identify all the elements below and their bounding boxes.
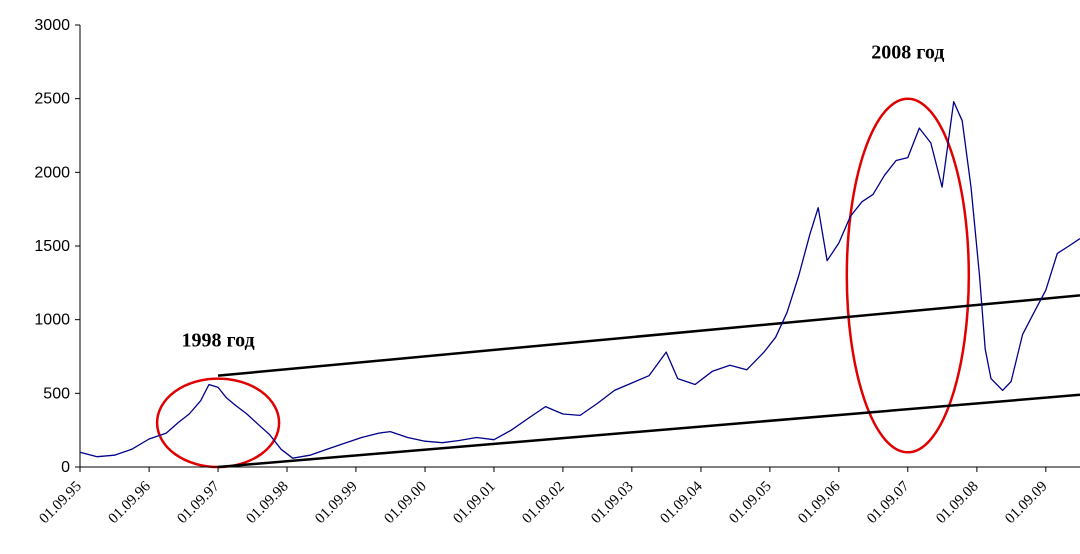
x-tick-label: 01.09.00 bbox=[381, 479, 429, 527]
x-tick-label: 01.09.09 bbox=[1002, 479, 1050, 527]
series-line bbox=[79, 100, 1080, 459]
y-tick-label: 1000 bbox=[34, 312, 70, 329]
x-tick-label: 01.09.04 bbox=[657, 478, 706, 527]
x-tick-label: 01.09.96 bbox=[106, 478, 155, 527]
y-tick-label: 1500 bbox=[34, 238, 70, 255]
trend-lines bbox=[217, 294, 1080, 469]
period-annotation: 1998 год bbox=[182, 330, 255, 352]
highlight-ellipse bbox=[845, 97, 971, 454]
x-tick-label: 01.09.08 bbox=[933, 479, 981, 527]
y-tick-label: 3000 bbox=[34, 17, 70, 34]
highlight-ellipse bbox=[155, 377, 281, 469]
x-tick-label: 01.09.99 bbox=[312, 479, 360, 527]
y-tick-label: 0 bbox=[61, 459, 70, 476]
highlight-ellipses bbox=[155, 97, 971, 469]
x-tick-label: 01.09.06 bbox=[795, 478, 844, 527]
x-tick-label: 01.09.98 bbox=[243, 479, 291, 527]
x-tick-label: 01.09.05 bbox=[726, 479, 774, 527]
y-tick-label: 2000 bbox=[34, 164, 70, 181]
y-axis: 0 500 1000 1500 2000 2500 3000 bbox=[34, 17, 81, 476]
x-tick-label: 01.09.01 bbox=[450, 479, 498, 527]
trend-line bbox=[217, 393, 1080, 469]
x-tick-label: 01.09.03 bbox=[588, 479, 636, 527]
period-annotation: 2008 год bbox=[871, 42, 944, 64]
x-tick-label: 01.09.95 bbox=[36, 479, 84, 527]
y-tick-label: 2500 bbox=[34, 91, 70, 108]
x-tick-label: 01.09.07 bbox=[864, 478, 913, 527]
annotations: 1998 год 2008 год bbox=[182, 42, 945, 352]
x-axis: 01.09.95 01.09.96 01.09.97 01.09.98 01.09.99… bbox=[36, 466, 1080, 527]
trend-line bbox=[217, 294, 1080, 377]
x-tick-label: 01.09.02 bbox=[519, 479, 567, 527]
y-tick-label: 500 bbox=[43, 385, 70, 402]
x-tick-label: 01.09.97 bbox=[174, 478, 223, 527]
